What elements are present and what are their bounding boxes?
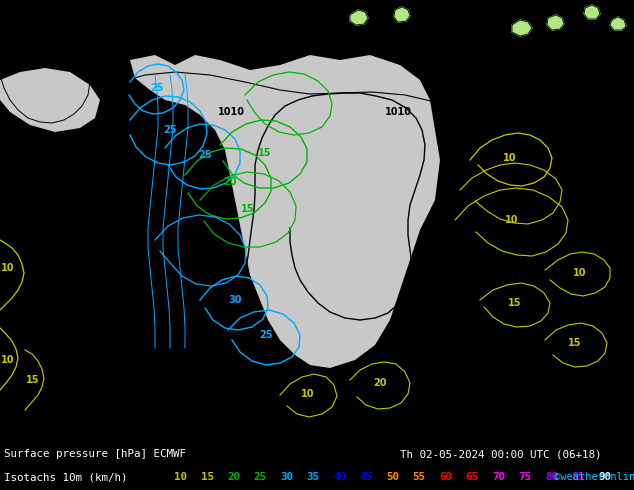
Text: 35: 35 [306, 472, 320, 482]
Text: 90: 90 [598, 472, 611, 482]
Text: 10: 10 [301, 389, 314, 399]
Text: 60: 60 [439, 472, 452, 482]
Text: 10: 10 [505, 215, 519, 225]
Text: 15: 15 [508, 298, 522, 308]
Text: 25: 25 [259, 330, 273, 340]
Text: 40: 40 [333, 472, 346, 482]
Text: 10: 10 [503, 153, 517, 163]
Text: 15: 15 [200, 472, 214, 482]
Text: 30: 30 [228, 295, 242, 305]
Text: 25: 25 [254, 472, 266, 482]
Text: 10: 10 [1, 263, 15, 273]
Text: 65: 65 [465, 472, 479, 482]
Text: 15: 15 [258, 148, 272, 158]
Text: 15: 15 [242, 204, 255, 214]
Text: 55: 55 [413, 472, 425, 482]
Text: 85: 85 [571, 472, 585, 482]
Text: 15: 15 [26, 375, 40, 385]
Text: 80: 80 [545, 472, 558, 482]
Polygon shape [512, 20, 532, 36]
Text: 10: 10 [573, 268, 586, 278]
Text: 20: 20 [227, 472, 240, 482]
Text: Th 02-05-2024 00:00 UTC (06+18): Th 02-05-2024 00:00 UTC (06+18) [400, 449, 602, 459]
Polygon shape [547, 15, 564, 30]
Text: 30: 30 [280, 472, 293, 482]
Text: 45: 45 [359, 472, 373, 482]
Text: 20: 20 [223, 177, 236, 187]
Text: 25: 25 [198, 150, 212, 160]
Text: 50: 50 [386, 472, 399, 482]
Polygon shape [584, 5, 600, 19]
Text: 25: 25 [163, 125, 177, 135]
Polygon shape [394, 7, 410, 22]
Polygon shape [610, 17, 626, 30]
Text: 75: 75 [519, 472, 531, 482]
Text: Isotachs 10m (km/h): Isotachs 10m (km/h) [4, 472, 127, 482]
Polygon shape [130, 55, 440, 368]
Text: 15: 15 [568, 338, 582, 348]
Text: 1010: 1010 [385, 107, 412, 117]
Text: 70: 70 [492, 472, 505, 482]
Text: 20: 20 [373, 378, 387, 388]
Text: 1010: 1010 [490, 107, 517, 117]
Polygon shape [0, 68, 100, 132]
Text: 25: 25 [150, 83, 164, 93]
Text: 10: 10 [174, 472, 187, 482]
Polygon shape [350, 10, 368, 25]
Text: ©weatheronline.co.uk: ©weatheronline.co.uk [554, 472, 634, 482]
Text: 10: 10 [1, 355, 15, 365]
Text: 1010: 1010 [218, 107, 245, 117]
Text: Surface pressure [hPa] ECMWF: Surface pressure [hPa] ECMWF [4, 449, 186, 459]
